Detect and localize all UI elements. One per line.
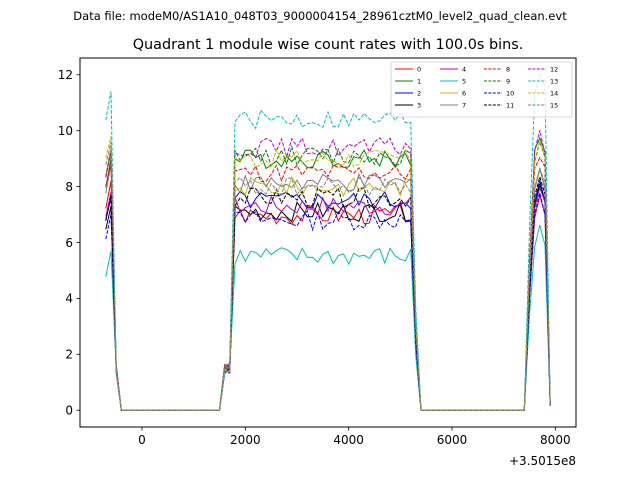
series-line-7: [105, 164, 551, 411]
legend-label: 10: [506, 89, 514, 97]
legend-label: 2: [417, 89, 421, 97]
x-tick-label: 2000: [230, 433, 261, 447]
chart-title: Quadrant 1 module wise count rates with …: [133, 37, 524, 53]
series-line-12: [105, 130, 551, 411]
series-line-14: [105, 136, 551, 411]
legend-label: 7: [462, 101, 466, 109]
legend-label: 8: [506, 65, 510, 73]
y-tick-label: 6: [65, 236, 73, 250]
legend-label: 0: [417, 65, 421, 73]
x-tick-label: 6000: [437, 433, 468, 447]
series-line-8: [105, 156, 551, 411]
legend-label: 4: [462, 65, 466, 73]
legend-box: [390, 61, 573, 118]
legend-label: 13: [550, 77, 558, 85]
series-line-10: [105, 192, 551, 411]
x-offset-label: +3.5015e8: [509, 454, 576, 468]
plot-frame: [79, 57, 577, 428]
series-layer: [105, 73, 551, 411]
legend-label: 9: [506, 77, 510, 85]
y-tick-label: 10: [58, 124, 73, 138]
legend-label: 3: [417, 101, 421, 109]
legend-label: 15: [550, 101, 558, 109]
legend-label: 12: [550, 65, 558, 73]
chart-suptitle: Data file: modeM0/AS1A10_048T03_90000041…: [73, 9, 567, 23]
x-tick-label: 4000: [333, 433, 364, 447]
series-line-5: [105, 224, 551, 411]
series-line-3: [105, 184, 551, 411]
y-tick-label: 2: [65, 348, 73, 362]
y-tick-label: 8: [65, 180, 73, 194]
x-tick-label: 8000: [540, 433, 571, 447]
y-tick-label: 0: [65, 404, 73, 418]
series-line-6: [105, 147, 551, 411]
series-line-0: [105, 180, 551, 411]
y-tick-label: 4: [65, 292, 73, 306]
x-tick-label: 0: [138, 433, 146, 447]
legend-label: 11: [506, 101, 514, 109]
legend-label: 6: [462, 89, 466, 97]
legend-label: 14: [550, 89, 558, 97]
legend-label: 5: [462, 77, 466, 85]
series-line-9: [105, 139, 551, 411]
series-line-2: [105, 180, 551, 411]
y-tick-label: 12: [58, 68, 73, 82]
legend-label: 1: [417, 77, 421, 85]
series-line-15: [105, 141, 551, 411]
series-line-13: [105, 73, 551, 411]
